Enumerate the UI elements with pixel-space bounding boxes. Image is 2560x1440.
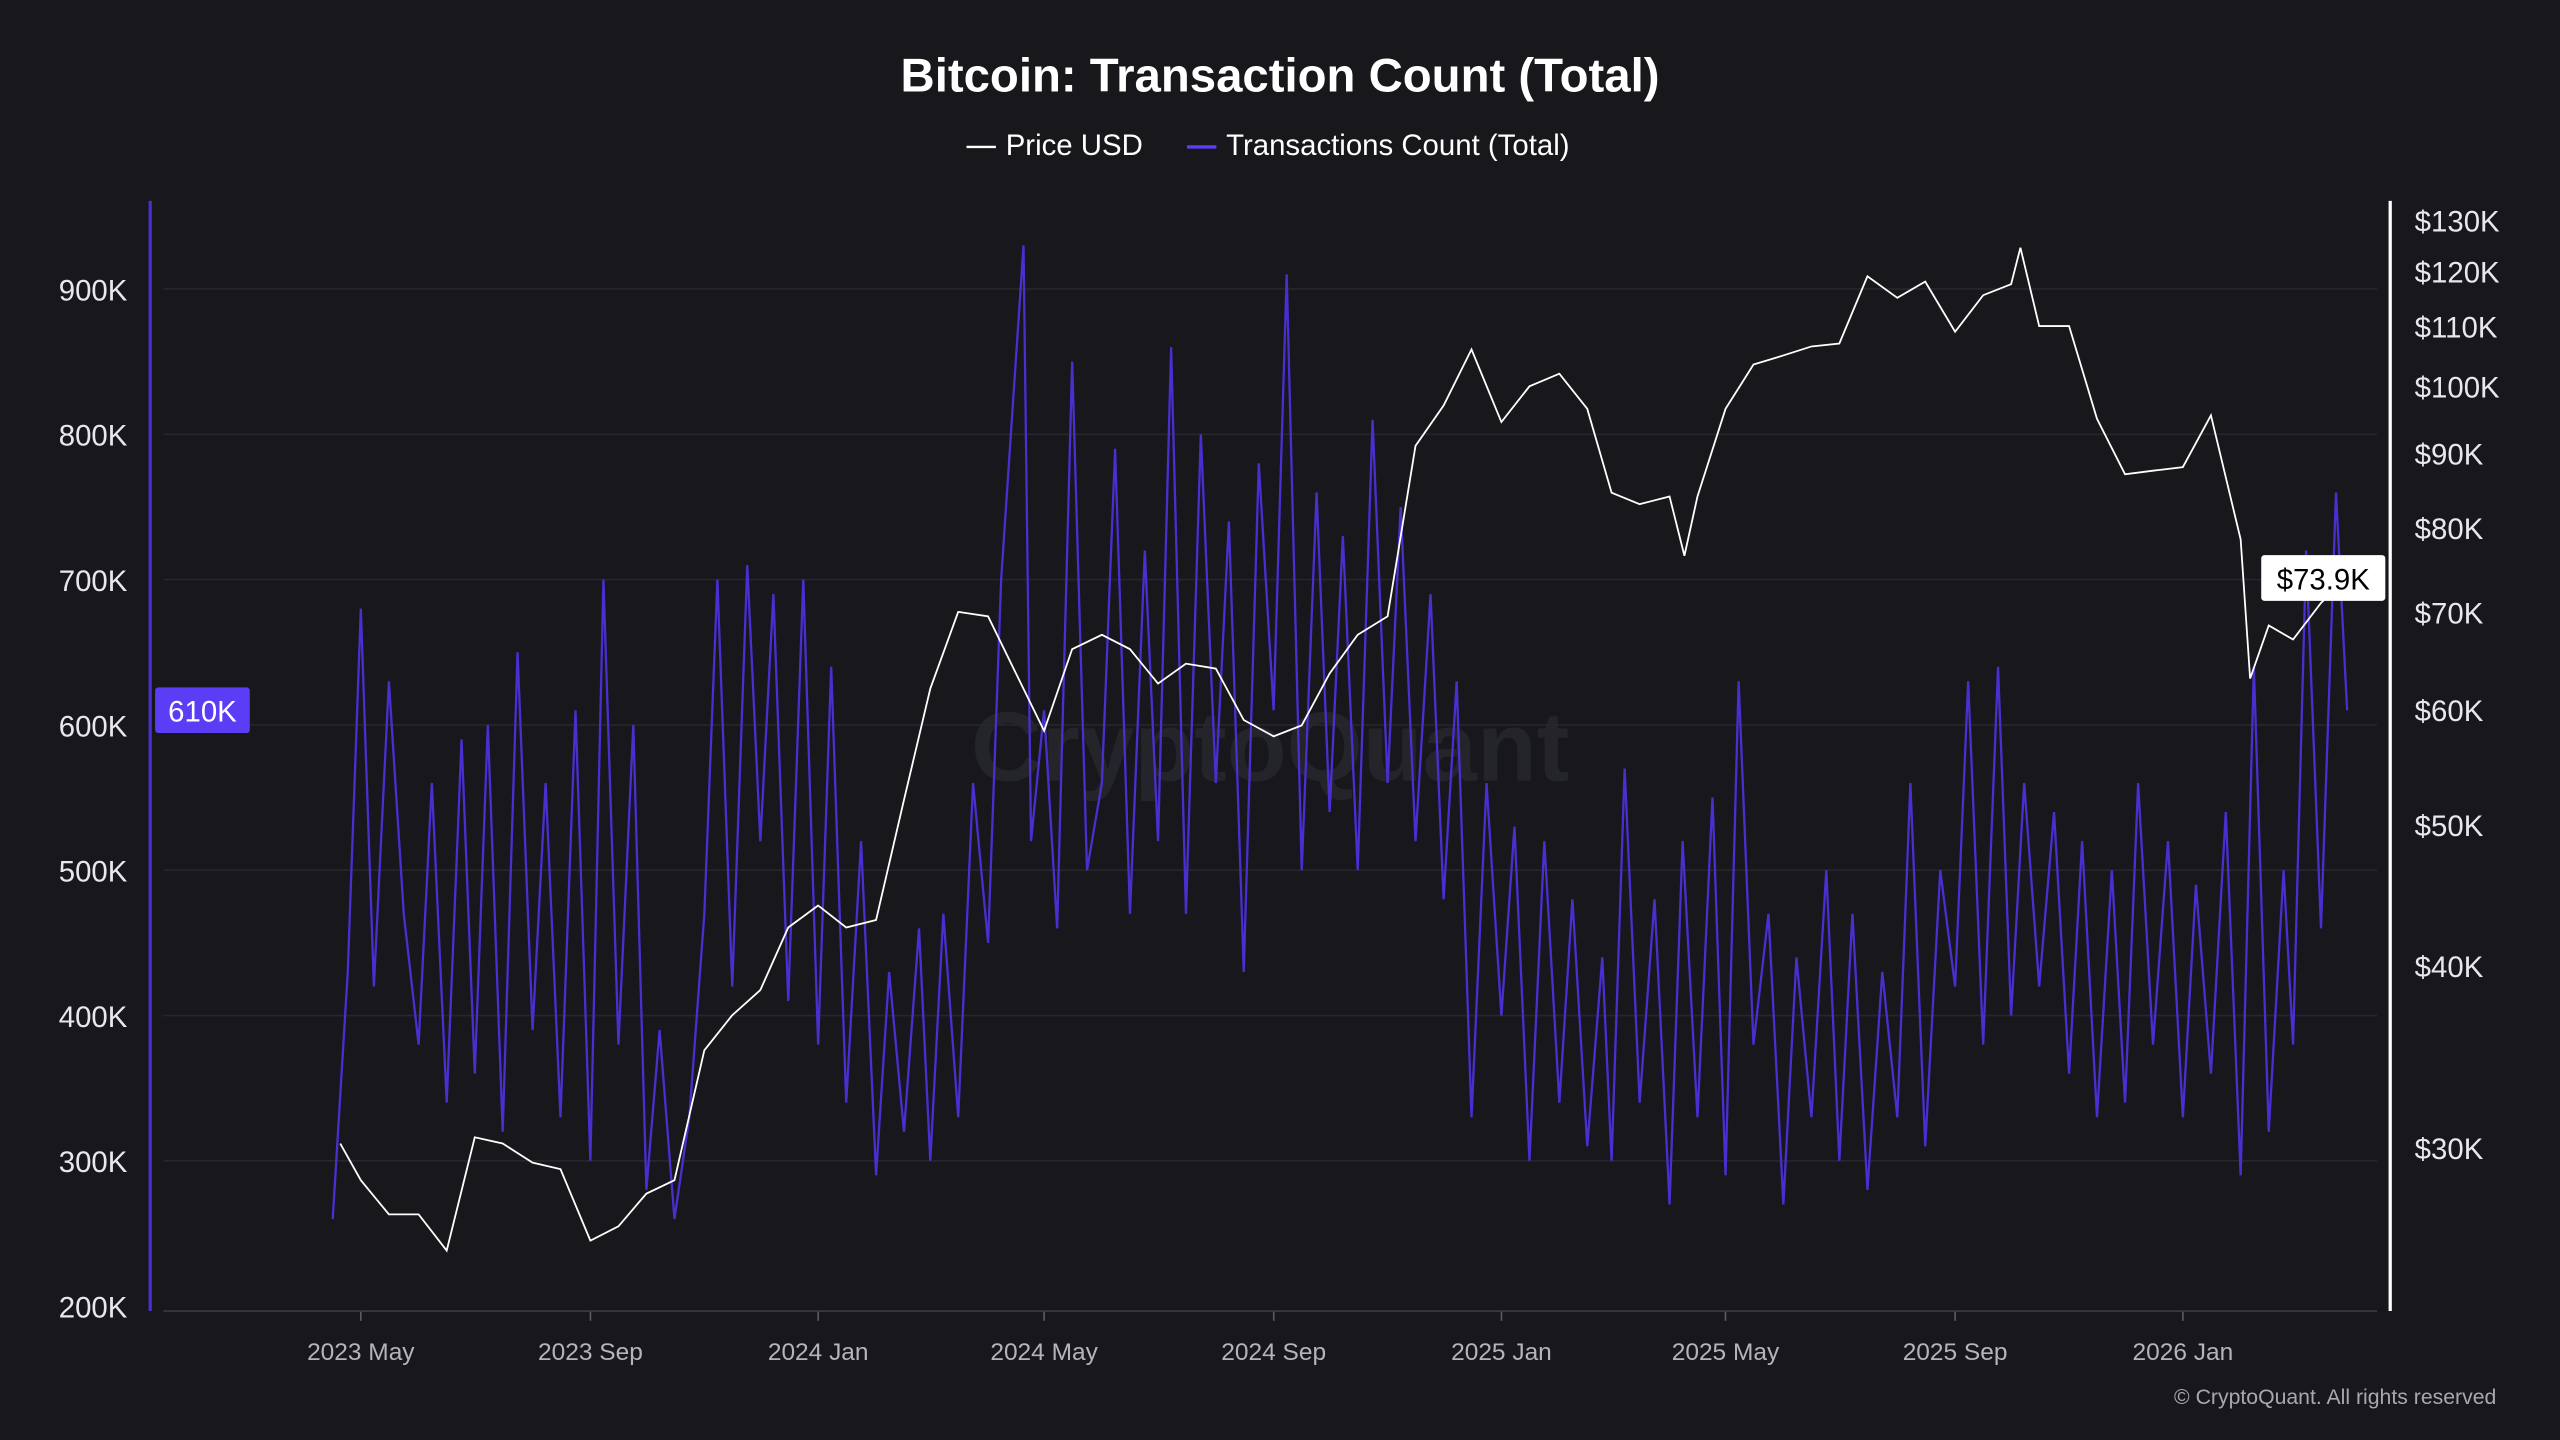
grid [163,288,2378,1162]
watermark: CryptoQuant [971,691,1569,801]
x-tick-label: 2023 Sep [538,1339,643,1366]
right-tick-label: $30K [2415,1133,2484,1166]
x-tick-label: 2025 May [1672,1339,1780,1366]
chart-title: Bitcoin: Transaction Count (Total) [901,49,1660,102]
left-axis: 200K 300K 400K 500K 600K 700K 800K 900K [59,274,128,1324]
x-tick-label: 2025 Jan [1451,1339,1552,1366]
left-tick-label: 400K [59,1001,128,1034]
right-tick-label: $50K [2415,810,2484,843]
right-tick-label: $100K [2415,372,2500,405]
series-transactions-line [331,245,2349,1220]
copyright: © CryptoQuant. All rights reserved [2174,1386,2496,1409]
x-tick-label: 2025 Sep [1903,1339,2008,1366]
legend: Price USD Transactions Count (Total) [966,129,1570,162]
left-tick-label: 300K [59,1146,128,1179]
x-tick-label: 2024 Jan [768,1339,869,1366]
right-tick-label: $120K [2415,256,2500,289]
right-axis: $30K $40K $50K $60K $70K $80K $90K $100K $110K $1… [2415,206,2500,1166]
right-tick-label: $130K [2415,206,2500,239]
right-tick-label: $110K [2415,311,2498,344]
left-tick-label: 200K [59,1292,128,1325]
current-tx-badge: 610K [155,687,250,734]
right-tick-label: $70K [2415,597,2484,630]
legend-label-transactions[interactable]: Transactions Count (Total) [1226,129,1569,162]
current-tx-value: 610K [168,696,237,729]
current-price-value: $73.9K [2277,563,2371,596]
x-axis: 2023 May 2023 Sep 2024 Jan 2024 May 2024 Sep… [307,1311,2233,1366]
legend-label-price[interactable]: Price USD [1006,129,1143,162]
left-tick-label: 500K [59,856,128,889]
current-price-badge: $73.9K [2261,555,2386,601]
series-price-line [339,247,2348,1253]
right-tick-label: $80K [2415,513,2484,546]
x-tick-label: 2024 Sep [1221,1339,1326,1366]
x-tick-label: 2024 May [990,1339,1098,1366]
right-tick-label: $90K [2415,438,2484,471]
left-tick-label: 600K [59,710,128,743]
x-tick-label: 2026 Jan [2133,1339,2234,1366]
left-tick-label: 700K [59,565,128,598]
left-tick-label: 900K [59,274,128,307]
left-tick-label: 800K [59,420,128,453]
right-tick-label: $60K [2415,695,2484,728]
right-tick-label: $40K [2415,951,2484,984]
x-tick-label: 2023 May [307,1339,415,1366]
